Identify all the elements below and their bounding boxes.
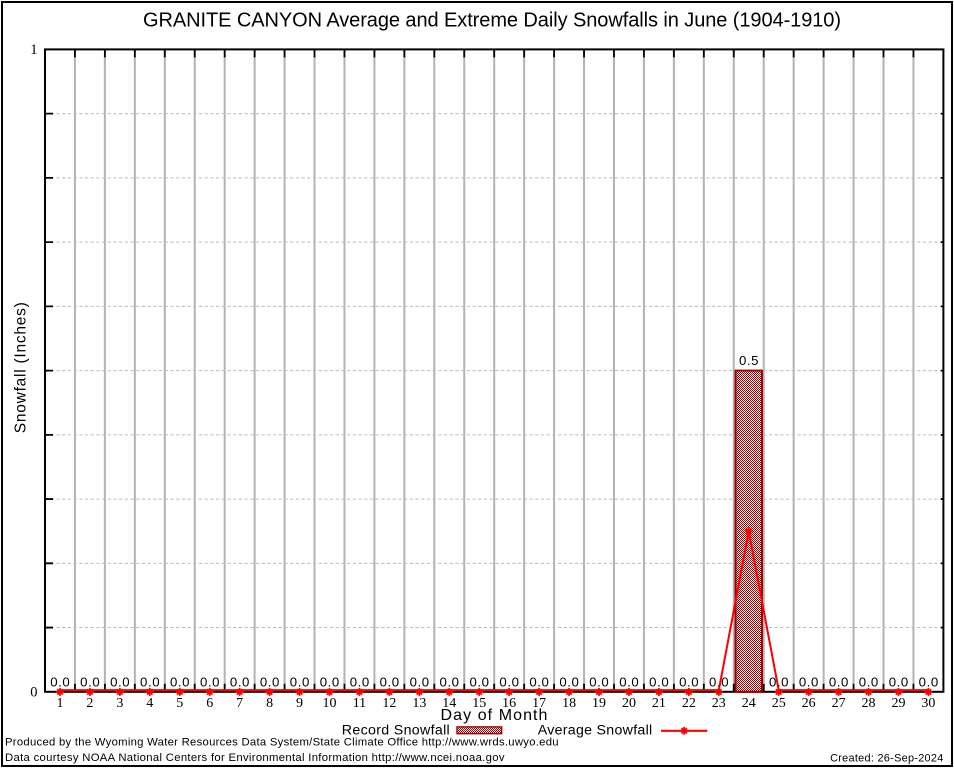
svg-text:22: 22 bbox=[682, 696, 696, 711]
svg-text:19: 19 bbox=[592, 696, 606, 711]
svg-text:0.0: 0.0 bbox=[320, 675, 340, 690]
svg-text:0: 0 bbox=[30, 684, 37, 700]
svg-text:Record Snowfall: Record Snowfall bbox=[342, 722, 450, 738]
svg-text:10: 10 bbox=[322, 696, 336, 711]
svg-text:0.0: 0.0 bbox=[799, 675, 819, 690]
svg-text:0.0: 0.0 bbox=[140, 675, 160, 690]
svg-text:0.0: 0.0 bbox=[440, 675, 460, 690]
svg-text:25: 25 bbox=[772, 696, 786, 711]
svg-text:8: 8 bbox=[266, 696, 273, 711]
svg-text:Created: 26-Sep-2024: Created: 26-Sep-2024 bbox=[830, 752, 943, 764]
svg-text:0.0: 0.0 bbox=[290, 675, 310, 690]
svg-text:GRANITE CANYON Average and Ext: GRANITE CANYON Average and Extreme Daily… bbox=[143, 9, 841, 31]
svg-text:0.0: 0.0 bbox=[889, 675, 909, 690]
svg-text:Snowfall (Inches): Snowfall (Inches) bbox=[13, 302, 30, 433]
svg-text:0.0: 0.0 bbox=[919, 675, 939, 690]
svg-text:0.0: 0.0 bbox=[80, 675, 100, 690]
svg-text:4: 4 bbox=[146, 696, 153, 711]
svg-text:Day of Month: Day of Month bbox=[441, 707, 548, 724]
svg-text:24: 24 bbox=[742, 696, 756, 711]
svg-text:1: 1 bbox=[30, 42, 37, 58]
svg-text:28: 28 bbox=[862, 696, 876, 711]
svg-text:13: 13 bbox=[412, 696, 426, 711]
svg-text:0.0: 0.0 bbox=[410, 675, 430, 690]
svg-text:9: 9 bbox=[296, 696, 303, 711]
svg-text:Produced by the Wyoming Water: Produced by the Wyoming Water Resources … bbox=[5, 737, 559, 749]
svg-text:30: 30 bbox=[921, 696, 935, 711]
svg-text:17: 17 bbox=[532, 696, 546, 711]
svg-text:0.0: 0.0 bbox=[380, 675, 400, 690]
svg-text:0.0: 0.0 bbox=[679, 675, 699, 690]
svg-text:5: 5 bbox=[176, 696, 183, 711]
svg-text:6: 6 bbox=[206, 696, 213, 711]
svg-text:0.0: 0.0 bbox=[110, 675, 129, 690]
svg-text:0.0: 0.0 bbox=[260, 675, 280, 690]
svg-text:0.0: 0.0 bbox=[200, 675, 220, 690]
svg-text:0.0: 0.0 bbox=[469, 675, 489, 690]
svg-text:0.5: 0.5 bbox=[739, 353, 759, 368]
svg-text:0.0: 0.0 bbox=[170, 675, 190, 690]
svg-text:12: 12 bbox=[382, 696, 396, 711]
svg-text:0.0: 0.0 bbox=[230, 675, 250, 690]
svg-text:21: 21 bbox=[652, 696, 666, 711]
svg-text:0.0: 0.0 bbox=[859, 675, 879, 690]
svg-text:20: 20 bbox=[622, 696, 636, 711]
svg-text:0.0: 0.0 bbox=[50, 675, 70, 690]
svg-text:Average Snowfall: Average Snowfall bbox=[538, 722, 653, 738]
svg-text:11: 11 bbox=[353, 696, 366, 711]
svg-text:2: 2 bbox=[86, 696, 93, 711]
svg-text:1: 1 bbox=[56, 696, 63, 711]
svg-text:0.0: 0.0 bbox=[350, 675, 370, 690]
svg-text:0.0: 0.0 bbox=[559, 675, 579, 690]
svg-text:0.0: 0.0 bbox=[619, 675, 639, 690]
svg-text:14: 14 bbox=[442, 696, 456, 711]
svg-text:26: 26 bbox=[802, 696, 816, 711]
svg-text:7: 7 bbox=[236, 696, 243, 711]
svg-text:0.0: 0.0 bbox=[769, 675, 789, 690]
svg-text:Data courtesy NOAA National Ce: Data courtesy NOAA National Centers for … bbox=[5, 752, 505, 764]
svg-text:3: 3 bbox=[116, 696, 123, 711]
svg-text:23: 23 bbox=[712, 696, 726, 711]
svg-text:0.0: 0.0 bbox=[709, 675, 729, 690]
svg-text:27: 27 bbox=[832, 696, 846, 711]
svg-text:0.0: 0.0 bbox=[499, 675, 519, 690]
svg-text:16: 16 bbox=[502, 696, 516, 711]
svg-text:15: 15 bbox=[472, 696, 486, 711]
svg-text:0.0: 0.0 bbox=[589, 675, 609, 690]
svg-text:29: 29 bbox=[891, 696, 905, 711]
svg-text:0.0: 0.0 bbox=[829, 675, 849, 690]
svg-text:0.0: 0.0 bbox=[529, 675, 549, 690]
svg-text:0.0: 0.0 bbox=[649, 675, 669, 690]
svg-text:18: 18 bbox=[562, 696, 576, 711]
